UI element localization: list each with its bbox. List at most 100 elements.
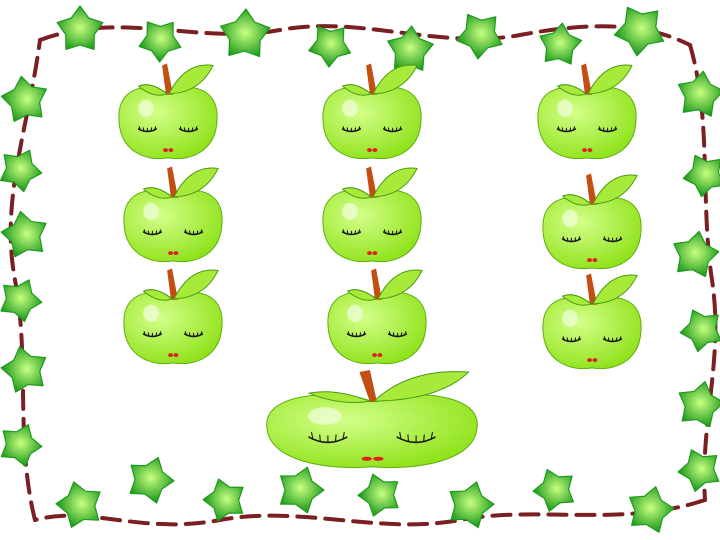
apple-eyelash: [359, 332, 362, 337]
apple-eyelash: [354, 230, 357, 235]
ivy-leaf: [0, 346, 47, 393]
ivy-leaf: [629, 486, 675, 533]
ivy-leaf: [219, 8, 271, 58]
apple-eyelash: [196, 332, 199, 337]
apple-shine: [138, 99, 154, 117]
apple-eyelash: [188, 332, 191, 337]
apple-leaf: [142, 187, 174, 199]
apple-eyelash: [423, 434, 425, 443]
ivy-leaf: [357, 473, 399, 517]
apple-eyelash: [395, 127, 398, 132]
apple-body: [123, 292, 223, 365]
apple-eyelash: [179, 126, 183, 131]
apple-leaf: [372, 167, 418, 198]
ivy-leaf: [0, 279, 43, 323]
apple-eyelash: [347, 331, 350, 336]
apple-mouth: [173, 353, 179, 358]
apple-eyelash: [430, 431, 433, 440]
apple-shine: [143, 304, 159, 322]
ivy-leaf: [449, 481, 495, 529]
apple-mouth: [377, 353, 383, 358]
ivy-leaf: [677, 449, 720, 493]
apple-eyelash: [155, 332, 158, 337]
apple-leaf: [307, 391, 372, 403]
apple-eyelash: [603, 336, 607, 341]
apple-eyelash: [196, 230, 199, 235]
apple-eyelash: [607, 237, 610, 242]
ivy-leaf: [677, 70, 720, 117]
apple-mouth: [367, 251, 372, 256]
apple-leaf: [142, 289, 174, 301]
apple-stem: [167, 166, 178, 198]
apple-eyelash: [150, 127, 153, 132]
apple-mouth: [587, 358, 592, 363]
apple-body: [322, 190, 422, 263]
apple-leaf: [561, 294, 593, 306]
apple-mouth: [372, 251, 378, 256]
ivy-leaf: [0, 424, 43, 467]
apple-eyelash: [183, 127, 186, 132]
apple-eyelash: [311, 431, 314, 440]
apple-eyelash: [334, 434, 337, 443]
apple-leaf: [173, 167, 219, 198]
apple-mouth: [168, 148, 174, 153]
apple-leaf: [341, 84, 373, 96]
vine-segment: [33, 498, 707, 527]
ivy-leaf: [613, 6, 665, 57]
apple-eyelash: [399, 229, 402, 234]
apple-eyelash: [342, 126, 345, 131]
ivy-leaf: [56, 5, 104, 50]
apple-eyelash: [383, 126, 387, 131]
ivy-leaf: [532, 468, 575, 512]
apple-eyelash: [388, 331, 392, 336]
apple-eyelash: [562, 336, 565, 341]
ivy-leaf: [0, 75, 47, 122]
apple-body: [537, 87, 637, 160]
apple-shine: [562, 309, 578, 327]
apple-eyelash: [399, 126, 402, 131]
apple-bottom-large: [266, 370, 478, 469]
vine-segment: [38, 24, 692, 47]
apple-eyelash: [602, 127, 605, 132]
apple-eyelash: [383, 229, 387, 234]
ivy-leaf: [679, 309, 720, 353]
apple-eyelash: [574, 337, 577, 342]
apple-left: [123, 268, 223, 365]
apple-mouth: [372, 148, 378, 153]
apple-eyelash: [566, 337, 569, 342]
apple-body: [542, 297, 642, 370]
apple-eyelash: [147, 230, 150, 235]
apple-leaf: [377, 269, 423, 300]
apple-eyelash: [362, 331, 366, 336]
apple-body: [327, 292, 427, 365]
apple-eyelash: [395, 230, 398, 235]
apple-stem: [366, 63, 377, 95]
apple-leaf: [346, 289, 378, 301]
apple-eyelash: [614, 126, 617, 131]
apple-leaf: [372, 64, 418, 95]
apple-shine: [143, 202, 159, 220]
apple-eyelash: [342, 431, 345, 440]
apple-mouth: [587, 148, 593, 153]
apple-eyelash: [357, 229, 361, 234]
ivy-leaf: [0, 210, 47, 258]
apple-mouth: [587, 258, 592, 263]
ivy-leaf: [138, 21, 182, 63]
ivy-leaf: [202, 478, 244, 522]
apple-mouth: [592, 258, 598, 263]
apple-eyelash: [143, 331, 146, 336]
apple-stem: [366, 166, 377, 198]
apple-leaf: [168, 64, 214, 95]
apple-eyelash: [577, 336, 581, 341]
apple-eyelash: [354, 127, 357, 132]
ivy-leaf: [55, 481, 101, 528]
apple-leaf: [173, 269, 219, 300]
ivy-leaf: [682, 154, 720, 198]
apple-eyelash: [387, 127, 390, 132]
apple-mouth: [173, 251, 179, 256]
apple-stem: [167, 268, 178, 300]
apple-middle: [327, 268, 427, 365]
apple-eyelash: [574, 237, 577, 242]
ivy-leaf: [673, 230, 720, 278]
apple-eyelash: [147, 332, 150, 337]
